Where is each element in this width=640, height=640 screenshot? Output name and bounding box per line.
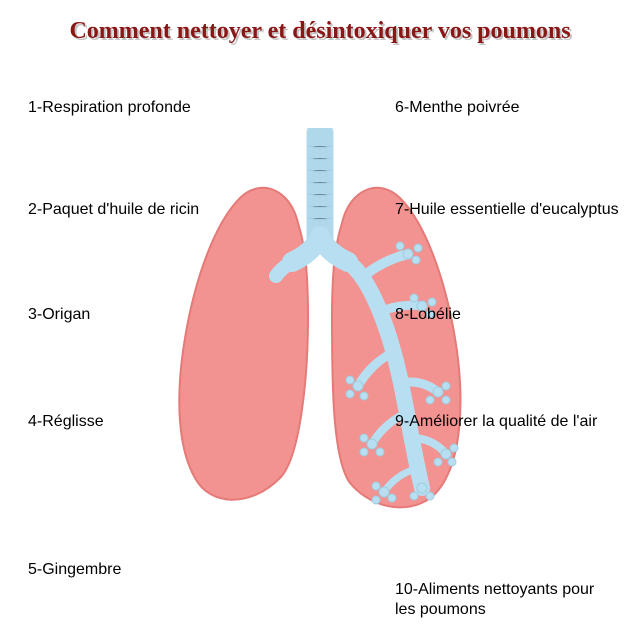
item-number: 4 [28,413,37,430]
left-lung-shape [179,188,308,500]
item-label: Réglisse [42,413,103,430]
item-number: 6 [395,99,404,116]
item-2: 2-Paquet d'huile de ricin [28,200,199,220]
item-label: Lobélie [409,306,461,323]
item-8: 8-Lobélie [395,305,461,325]
item-label: Paquet d'huile de ricin [42,201,199,218]
item-number: 8 [395,306,404,323]
item-5: 5-Gingembre [28,560,121,580]
item-number: 10 [395,581,413,598]
item-4: 4-Réglisse [28,412,104,432]
item-label: Aliments nettoyants pour les poumons [395,581,594,618]
item-number: 7 [395,201,404,218]
item-label: Gingembre [42,561,121,578]
item-number: 9 [395,413,404,430]
item-10: 10-Aliments nettoyants pour les poumons [395,560,594,620]
item-1: 1-Respiration profonde [28,98,191,118]
item-label: Menthe poivrée [409,99,519,116]
item-number: 5 [28,561,37,578]
page-title: Comment nettoyer et désintoxiquer vos po… [0,18,640,45]
item-3: 3-Origan [28,305,90,325]
item-label: Origan [42,306,90,323]
item-number: 3 [28,306,37,323]
item-6: 6-Menthe poivrée [395,98,520,118]
item-number: 1 [28,99,37,116]
item-7: 7-Huile essentielle d'eucalyptus [395,200,619,220]
lungs-diagram [140,128,500,528]
item-label: Respiration profonde [42,99,191,116]
item-label: Huile essentielle d'eucalyptus [409,201,618,218]
item-9: 9-Améliorer la qualité de l'air [395,412,597,432]
item-label: Améliorer la qualité de l'air [409,413,597,430]
item-number: 2 [28,201,37,218]
